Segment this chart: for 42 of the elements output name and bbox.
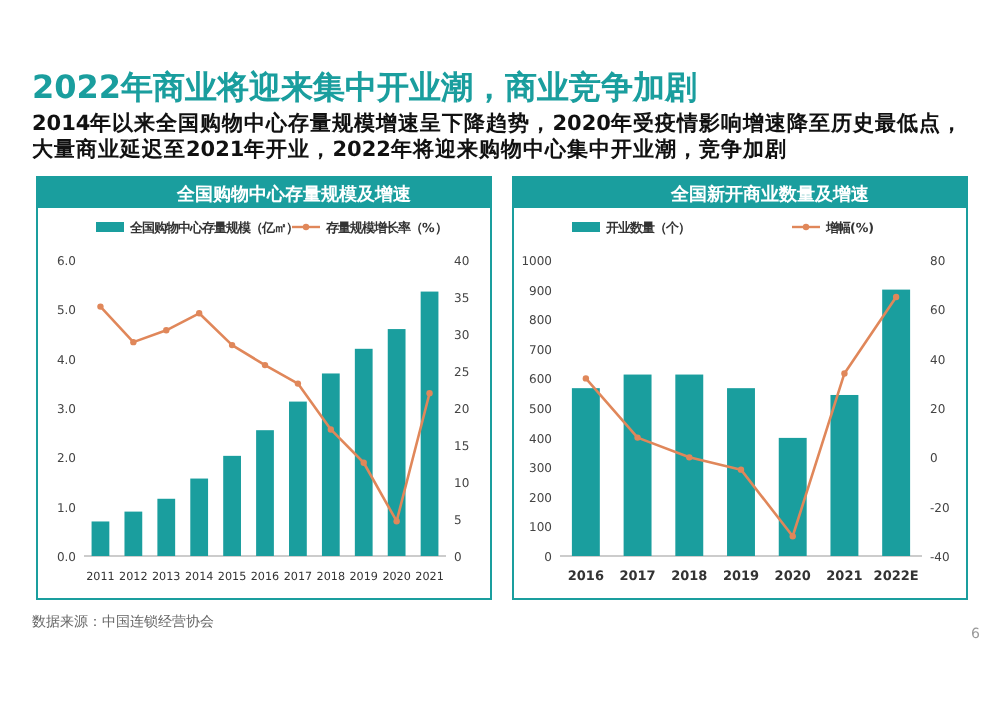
bar <box>727 388 755 556</box>
text: 2014年以来全国购物中心存量规模增速呈下降趋势，2020年受疫情影响增速降至历史最低点，大量商业延迟至2021年开业，2022年将迎来购物中心集中开业潮，竞争加剧 <box>32 112 965 164</box>
bar <box>91 521 110 556</box>
chart-title: 全国新开商业数量及增速 <box>669 184 871 206</box>
bar <box>387 329 406 556</box>
bar <box>223 455 241 556</box>
point <box>294 380 302 387</box>
bar <box>289 401 307 556</box>
point <box>228 341 236 349</box>
point <box>195 310 203 317</box>
point <box>841 370 848 377</box>
bar <box>830 394 859 556</box>
point <box>130 338 137 346</box>
bar <box>675 374 704 556</box>
point <box>789 533 796 540</box>
point <box>582 375 590 382</box>
text: 2022年商业将迎来集中开业潮，商业竞争加剧 <box>32 68 698 110</box>
bar <box>124 511 143 556</box>
bar <box>190 478 209 556</box>
point <box>737 466 745 473</box>
point <box>327 426 335 433</box>
point <box>426 390 433 397</box>
point <box>261 361 269 369</box>
point <box>686 454 693 461</box>
bar <box>778 437 807 556</box>
point <box>634 434 641 441</box>
line-series <box>582 293 900 540</box>
point <box>892 293 900 301</box>
bar <box>256 430 274 556</box>
point <box>163 327 170 334</box>
bar <box>157 498 176 556</box>
point <box>360 459 367 466</box>
point <box>393 518 400 525</box>
bar <box>321 373 340 556</box>
bar <box>882 289 911 556</box>
bar <box>623 374 652 556</box>
bar <box>571 388 600 556</box>
chart-title: 全国购物中心存量规模及增速 <box>175 184 413 206</box>
point <box>97 303 104 310</box>
line-series <box>97 303 433 525</box>
bar <box>420 291 439 556</box>
bar <box>354 348 373 556</box>
